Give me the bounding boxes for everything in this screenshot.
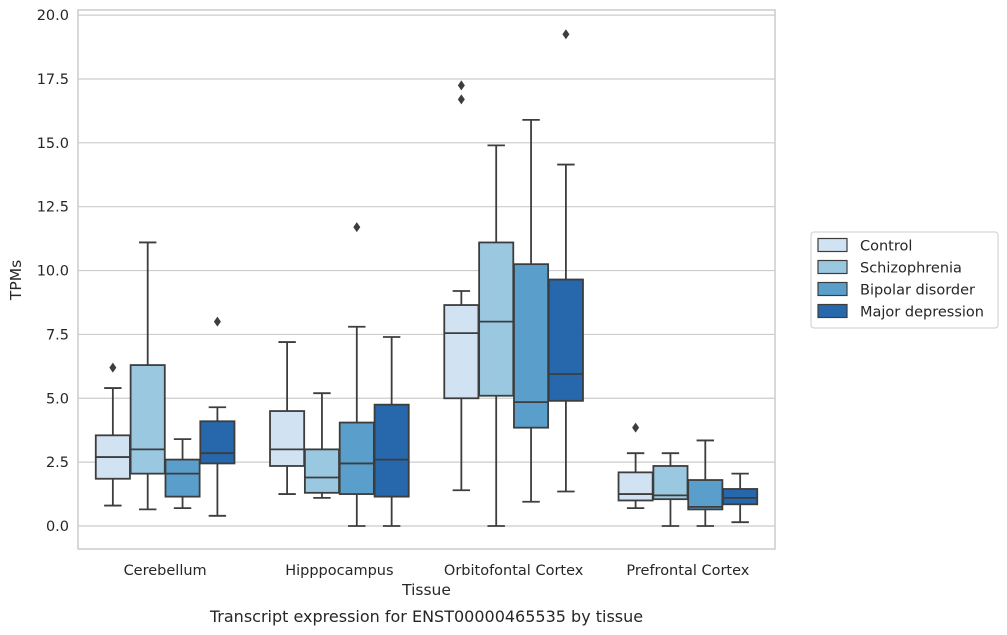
series-1 — [129, 144, 689, 527]
x-tick-label: Prefrontal Cortex — [626, 563, 749, 579]
y-tick-label: 12.5 — [37, 200, 69, 216]
y-tick-labels: 0.0 2.5 5.0 7.5 10.0 12.5 15.0 17.5 20.0 — [37, 8, 69, 535]
x-tick-label: Orbitofontal Cortex — [444, 563, 584, 579]
box-iqr — [722, 488, 759, 506]
outlier-point — [457, 80, 465, 91]
plot-frame — [77, 9, 776, 550]
box-iqr — [373, 403, 410, 498]
outlier-point — [353, 222, 361, 233]
box — [687, 439, 724, 527]
box — [513, 118, 550, 503]
y-tick-label: 7.5 — [46, 327, 69, 343]
y-tick-label: 20.0 — [37, 8, 69, 24]
box-iqr — [129, 364, 166, 475]
y-tick-label: 17.5 — [37, 72, 69, 88]
box — [547, 29, 584, 493]
legend-swatch — [817, 281, 848, 297]
box-iqr — [269, 410, 306, 467]
outlier-point — [632, 422, 640, 433]
x-tick-labels: Cerebellum Hipppocampus Orbitofontal Corte… — [124, 563, 750, 579]
y-tick-label: 0.0 — [46, 519, 69, 535]
box-iqr — [199, 420, 236, 465]
legend-swatch — [817, 237, 848, 253]
box — [269, 341, 306, 495]
x-axis-label: Tissue — [401, 581, 451, 599]
legend-label: Control — [860, 239, 912, 255]
box-iqr — [443, 304, 480, 400]
box — [652, 452, 689, 527]
y-tick-label: 10.0 — [37, 264, 69, 280]
legend-frame — [810, 231, 999, 329]
box — [373, 336, 410, 527]
box — [478, 144, 515, 527]
box-iqr — [338, 421, 375, 495]
outlier-point — [457, 94, 465, 105]
box-iqr — [687, 479, 724, 511]
y-tick-label: 2.5 — [46, 455, 69, 471]
box — [129, 241, 166, 511]
series-0 — [94, 80, 654, 510]
y-tick-label: 5.0 — [46, 391, 69, 407]
outlier-point — [562, 29, 570, 40]
outlier-point — [109, 362, 117, 373]
box-iqr — [164, 458, 201, 498]
box — [94, 362, 131, 507]
box-iqr — [478, 241, 515, 397]
x-tick-label: Cerebellum — [124, 563, 207, 579]
box — [722, 472, 759, 524]
legend-label: Bipolar disorder — [860, 283, 975, 299]
outlier-point — [213, 316, 221, 327]
legend: Control Schizophrenia Bipolar disorder Majo… — [810, 231, 999, 329]
chart-caption: Transcript expression for ENST0000046553… — [209, 607, 643, 626]
box-iqr — [652, 465, 689, 501]
legend-swatch — [817, 303, 848, 319]
box — [338, 222, 375, 527]
y-axis-label: TPMs — [7, 260, 25, 301]
box-iqr — [547, 278, 584, 402]
series-2 — [164, 118, 724, 527]
legend-swatch — [817, 259, 848, 275]
box-iqr — [513, 263, 550, 429]
box — [617, 422, 654, 510]
box — [199, 316, 236, 517]
box-iqr — [617, 471, 654, 502]
series-3 — [199, 29, 759, 527]
legend-label: Major depression — [860, 305, 984, 321]
x-tick-label: Hipppocampus — [285, 563, 393, 579]
box-plot-series — [94, 29, 759, 527]
box-iqr — [303, 448, 340, 494]
y-tick-label: 15.0 — [37, 136, 69, 152]
box — [303, 392, 340, 499]
legend-label: Schizophrenia — [860, 261, 962, 277]
box — [443, 80, 480, 492]
box — [164, 438, 201, 510]
